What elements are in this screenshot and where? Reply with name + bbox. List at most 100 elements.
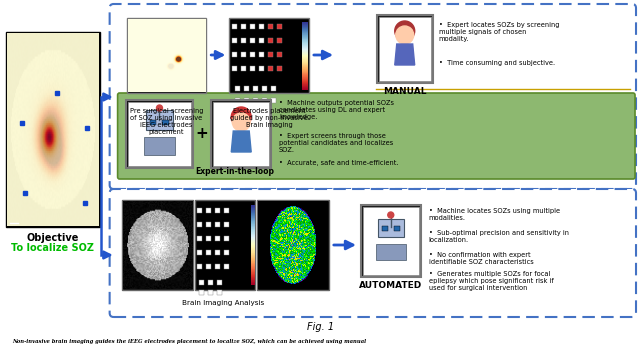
Bar xyxy=(244,86,249,91)
Bar xyxy=(259,38,264,43)
Bar xyxy=(277,38,282,43)
Bar xyxy=(268,24,273,29)
Bar xyxy=(163,120,170,125)
Bar xyxy=(197,222,202,227)
Text: +: + xyxy=(195,126,208,142)
Bar xyxy=(213,102,269,166)
Bar xyxy=(215,264,220,269)
Text: •  Generates multiple SOZs for focal
epilepsy which pose significant risk if
use: • Generates multiple SOZs for focal epil… xyxy=(429,271,554,291)
Bar xyxy=(6,32,100,227)
Text: •  Machine outputs potential SOZs
candidates using DL and expert
knowledge.: • Machine outputs potential SOZs candida… xyxy=(279,100,394,120)
Bar xyxy=(232,38,237,43)
Bar xyxy=(250,38,255,43)
Circle shape xyxy=(231,107,252,127)
Bar xyxy=(250,52,255,57)
Bar xyxy=(200,280,204,285)
Bar xyxy=(382,226,388,231)
Bar xyxy=(206,208,211,213)
Bar xyxy=(277,66,282,71)
Circle shape xyxy=(388,212,394,218)
Text: To localize SOZ: To localize SOZ xyxy=(12,243,94,253)
Bar xyxy=(271,86,276,91)
Bar xyxy=(271,98,276,103)
Text: MANUAL: MANUAL xyxy=(383,87,426,96)
Text: •  Expert locates SOZs by screening
multiple signals of chosen
modality.: • Expert locates SOZs by screening multi… xyxy=(438,22,559,42)
Bar xyxy=(197,250,202,255)
Circle shape xyxy=(232,113,250,131)
Bar xyxy=(268,52,273,57)
Bar xyxy=(209,280,213,285)
Bar xyxy=(232,52,237,57)
Bar xyxy=(257,200,329,290)
Bar xyxy=(195,200,255,290)
Bar xyxy=(378,219,404,237)
Bar xyxy=(277,52,282,57)
Bar xyxy=(224,208,229,213)
Bar xyxy=(211,100,271,168)
Bar xyxy=(197,208,202,213)
Bar xyxy=(215,250,220,255)
Bar xyxy=(253,86,258,91)
Bar xyxy=(145,110,173,130)
Bar xyxy=(250,66,255,71)
Bar xyxy=(197,236,202,241)
Bar xyxy=(236,86,240,91)
Bar xyxy=(206,222,211,227)
Text: •  No confirmation with expert
identifiable SOZ characteristics: • No confirmation with expert identifiab… xyxy=(429,252,533,265)
Bar xyxy=(259,24,264,29)
Bar xyxy=(376,244,406,260)
Bar xyxy=(379,17,431,81)
Bar xyxy=(229,18,309,93)
Bar xyxy=(236,98,240,103)
Text: •  Machine locates SOZs using multiple
modalities.: • Machine locates SOZs using multiple mo… xyxy=(429,208,560,221)
Bar xyxy=(218,280,222,285)
Bar xyxy=(122,200,193,290)
Bar xyxy=(215,208,220,213)
Bar xyxy=(209,290,213,295)
Bar xyxy=(250,24,255,29)
Bar xyxy=(268,66,273,71)
Bar xyxy=(394,226,400,231)
Text: AUTOMATED: AUTOMATED xyxy=(359,281,422,290)
Bar xyxy=(127,18,206,93)
Bar xyxy=(224,222,229,227)
Bar xyxy=(218,290,222,295)
Bar xyxy=(206,264,211,269)
Bar xyxy=(200,290,204,295)
Text: Expert-in-the-loop: Expert-in-the-loop xyxy=(195,168,274,177)
FancyBboxPatch shape xyxy=(118,93,635,179)
Bar xyxy=(268,38,273,43)
Polygon shape xyxy=(231,131,252,152)
Bar xyxy=(241,24,246,29)
Bar xyxy=(377,15,433,83)
Text: •  Time consuming and subjective.: • Time consuming and subjective. xyxy=(438,60,555,66)
FancyBboxPatch shape xyxy=(109,189,636,317)
Text: Objective: Objective xyxy=(27,233,79,243)
Text: •  Accurate, safe and time-efficient.: • Accurate, safe and time-efficient. xyxy=(279,160,399,166)
Bar xyxy=(259,66,264,71)
Text: •  Sub-optimal precision and sensitivity in
localization.: • Sub-optimal precision and sensitivity … xyxy=(429,230,569,243)
FancyBboxPatch shape xyxy=(109,4,636,189)
Text: Fig. 1: Fig. 1 xyxy=(307,322,335,332)
Polygon shape xyxy=(395,44,415,65)
Circle shape xyxy=(396,26,413,44)
Bar xyxy=(224,250,229,255)
Bar xyxy=(363,207,419,275)
Bar xyxy=(259,52,264,57)
Bar xyxy=(206,250,211,255)
Bar xyxy=(241,66,246,71)
Text: Non-invasive brain imaging guides the iEEG electrodes placement to localize SOZ,: Non-invasive brain imaging guides the iE… xyxy=(12,340,366,345)
Bar xyxy=(197,264,202,269)
Bar xyxy=(150,120,157,125)
Bar xyxy=(241,38,246,43)
Bar xyxy=(224,264,229,269)
Circle shape xyxy=(395,21,415,41)
Text: Pre surgical screening
of SOZ using invasive
iEEG electrodes
placement: Pre surgical screening of SOZ using inva… xyxy=(130,108,204,135)
Bar xyxy=(215,236,220,241)
Bar xyxy=(244,98,249,103)
Bar xyxy=(253,98,258,103)
Circle shape xyxy=(157,105,163,111)
Bar xyxy=(215,222,220,227)
Bar xyxy=(125,100,193,168)
Bar xyxy=(232,24,237,29)
